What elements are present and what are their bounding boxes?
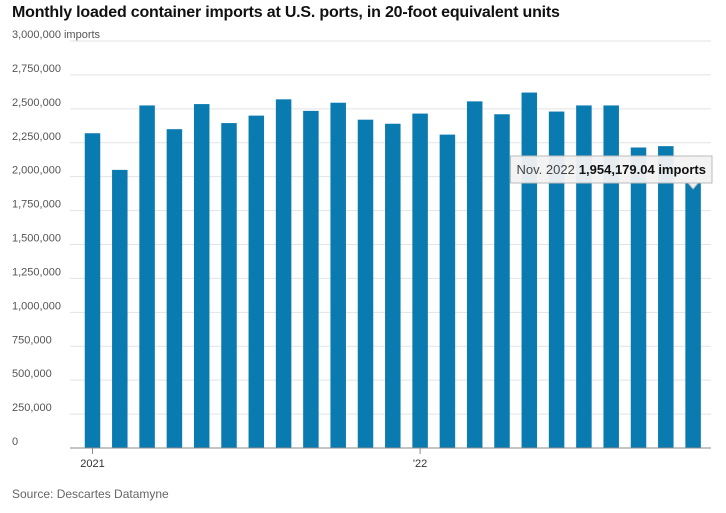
tooltip-value: 1,954,179.04 imports: [579, 162, 706, 177]
y-tick-label: 3,000,000 imports: [12, 29, 101, 41]
bar: [385, 123, 401, 449]
tooltip-box: [510, 155, 713, 184]
bar: [658, 146, 674, 448]
y-tick-label: 2,250,000: [12, 131, 61, 143]
y-tick-label: 750,000: [12, 334, 52, 346]
y-tick-label: 2,000,000: [12, 165, 61, 177]
y-tick-label: 1,000,000: [12, 300, 61, 312]
bar: [439, 134, 456, 449]
bar: [166, 129, 183, 448]
bar: [112, 169, 128, 448]
bar: [221, 123, 237, 448]
axis-layer: 0 250,000 500,000 750,000 1,000,000 1,250,000…: [12, 29, 711, 470]
tooltip-label: Nov. 2022: [517, 162, 575, 177]
bar: [303, 110, 319, 448]
y-tick-label: 2,750,000: [12, 63, 61, 75]
source-note: Source: Descartes Datamyne: [12, 487, 169, 501]
y-tick-label: 1,750,000: [12, 199, 61, 211]
bar: [466, 101, 483, 448]
bar: [193, 104, 210, 449]
bar: [412, 113, 428, 448]
bar: [576, 105, 592, 449]
bar: [275, 99, 292, 448]
bar: [685, 182, 701, 448]
bar: [139, 105, 155, 449]
tooltip-pointer: [687, 182, 700, 190]
x-tick-label: '22: [413, 458, 427, 470]
y-tick-label: 250,000: [12, 402, 52, 414]
bar: [330, 102, 346, 448]
tooltip: Nov. 2022 1,954,179.04 imports: [510, 155, 713, 190]
bar: [494, 114, 510, 448]
y-tick-label: 500,000: [12, 368, 52, 380]
bar: [357, 119, 374, 448]
x-tick-label: 2021: [80, 458, 104, 470]
y-tick-label: 2,500,000: [12, 97, 61, 109]
bar: [603, 105, 619, 449]
bar: [548, 111, 565, 449]
bar-layer: [84, 92, 701, 449]
y-tick-label: 1,500,000: [12, 233, 61, 245]
bar: [521, 92, 538, 448]
bar: [630, 147, 647, 448]
bar: [84, 133, 101, 448]
y-tick-label: 0: [12, 436, 18, 448]
chart-title: Monthly loaded container imports at U.S.…: [12, 4, 560, 21]
y-tick-label: 1,250,000: [12, 266, 61, 278]
bar: [248, 115, 265, 448]
